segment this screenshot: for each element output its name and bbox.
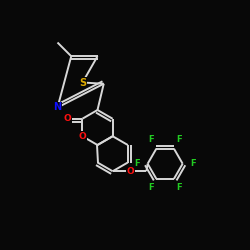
Text: O: O xyxy=(78,132,86,141)
Text: F: F xyxy=(190,159,196,168)
Text: N: N xyxy=(54,102,62,113)
Text: O: O xyxy=(64,114,71,123)
Text: F: F xyxy=(176,135,182,144)
Text: F: F xyxy=(148,135,154,144)
Text: S: S xyxy=(79,78,86,88)
Text: F: F xyxy=(176,184,182,192)
Text: F: F xyxy=(148,184,154,192)
Text: O: O xyxy=(126,167,134,176)
Text: F: F xyxy=(134,159,140,168)
